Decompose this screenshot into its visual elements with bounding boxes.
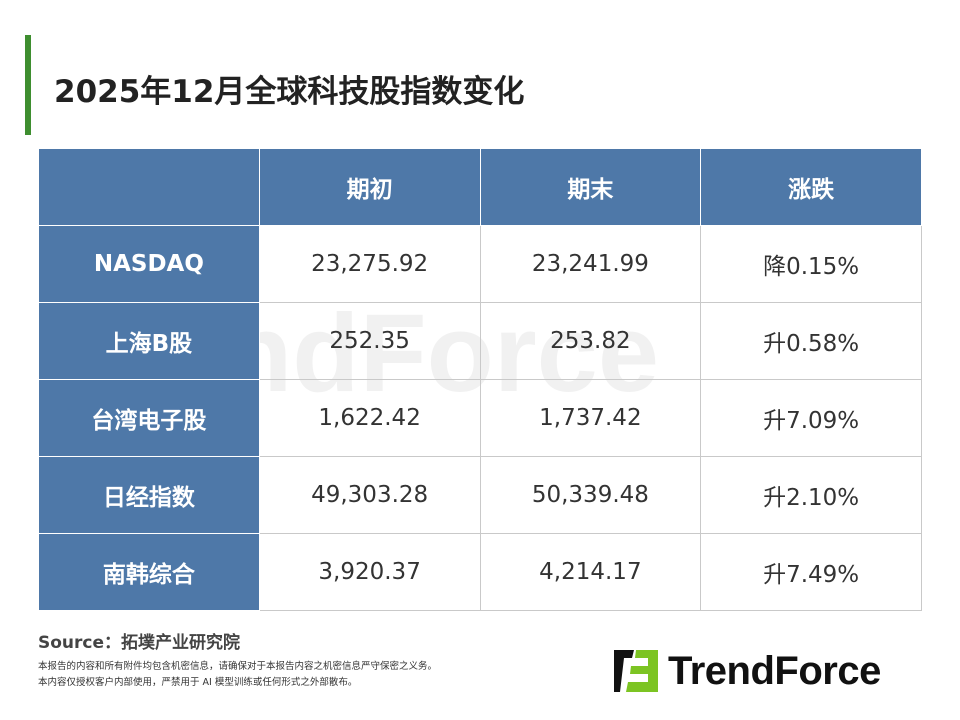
end-value: 50,339.48	[479, 456, 702, 534]
source-label: Source：拓墣产业研究院	[38, 633, 241, 653]
header-cell: 涨跌	[700, 148, 922, 226]
end-value: 23,241.99	[479, 225, 702, 303]
table-row: 台湾电子股 1,622.42 1,737.42 升7.09%	[38, 379, 922, 457]
trendforce-logo-icon	[614, 650, 658, 692]
table-row: 日经指数 49,303.28 50,339.48 升2.10%	[38, 456, 922, 534]
table-row: 上海B股 252.35 253.82 升0.58%	[38, 302, 922, 380]
page-title: 2025年12月全球科技股指数变化	[54, 74, 525, 110]
change-value: 升7.09%	[700, 379, 922, 457]
change-value: 升0.58%	[700, 302, 922, 380]
header-cell: 期末	[479, 148, 702, 226]
index-table: 期初 期末 涨跌 NASDAQ 23,275.92 23,241.99 降0.15% 上…	[38, 148, 922, 611]
table-row: NASDAQ 23,275.92 23,241.99 降0.15%	[38, 225, 922, 303]
title-accent-bar	[25, 35, 31, 135]
row-label: 日经指数	[38, 456, 260, 534]
start-value: 1,622.42	[258, 379, 481, 457]
disclaimer-line: 本报告的内容和所有附件均包含机密信息，请确保对于本报告内容之机密信息严守保密之义…	[38, 661, 438, 672]
change-value: 升2.10%	[700, 456, 922, 534]
start-value: 49,303.28	[258, 456, 481, 534]
row-label: 上海B股	[38, 302, 260, 380]
table-row: 南韩综合 3,920.37 4,214.17 升7.49%	[38, 533, 922, 611]
change-value: 降0.15%	[700, 225, 922, 303]
start-value: 23,275.92	[258, 225, 481, 303]
start-value: 3,920.37	[258, 533, 481, 611]
row-label: 台湾电子股	[38, 379, 260, 457]
row-label: 南韩综合	[38, 533, 260, 611]
change-value: 升7.49%	[700, 533, 922, 611]
disclaimer-line: 本内容仅授权客户内部使用，严禁用于 AI 模型训练或任何形式之外部散布。	[38, 677, 358, 688]
trendforce-logo: TrendForce	[612, 648, 881, 694]
end-value: 1,737.42	[479, 379, 702, 457]
end-value: 253.82	[479, 302, 702, 380]
header-cell	[38, 148, 260, 226]
start-value: 252.35	[258, 302, 481, 380]
header-cell: 期初	[258, 148, 481, 226]
table-header-row: 期初 期末 涨跌	[38, 148, 922, 226]
end-value: 4,214.17	[479, 533, 702, 611]
logo-text: TrendForce	[668, 648, 881, 693]
row-label: NASDAQ	[38, 225, 260, 303]
